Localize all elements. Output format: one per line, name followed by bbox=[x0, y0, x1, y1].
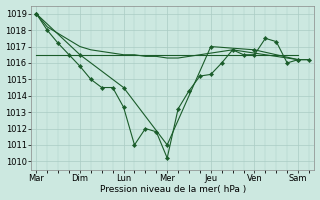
X-axis label: Pression niveau de la mer( hPa ): Pression niveau de la mer( hPa ) bbox=[100, 185, 246, 194]
